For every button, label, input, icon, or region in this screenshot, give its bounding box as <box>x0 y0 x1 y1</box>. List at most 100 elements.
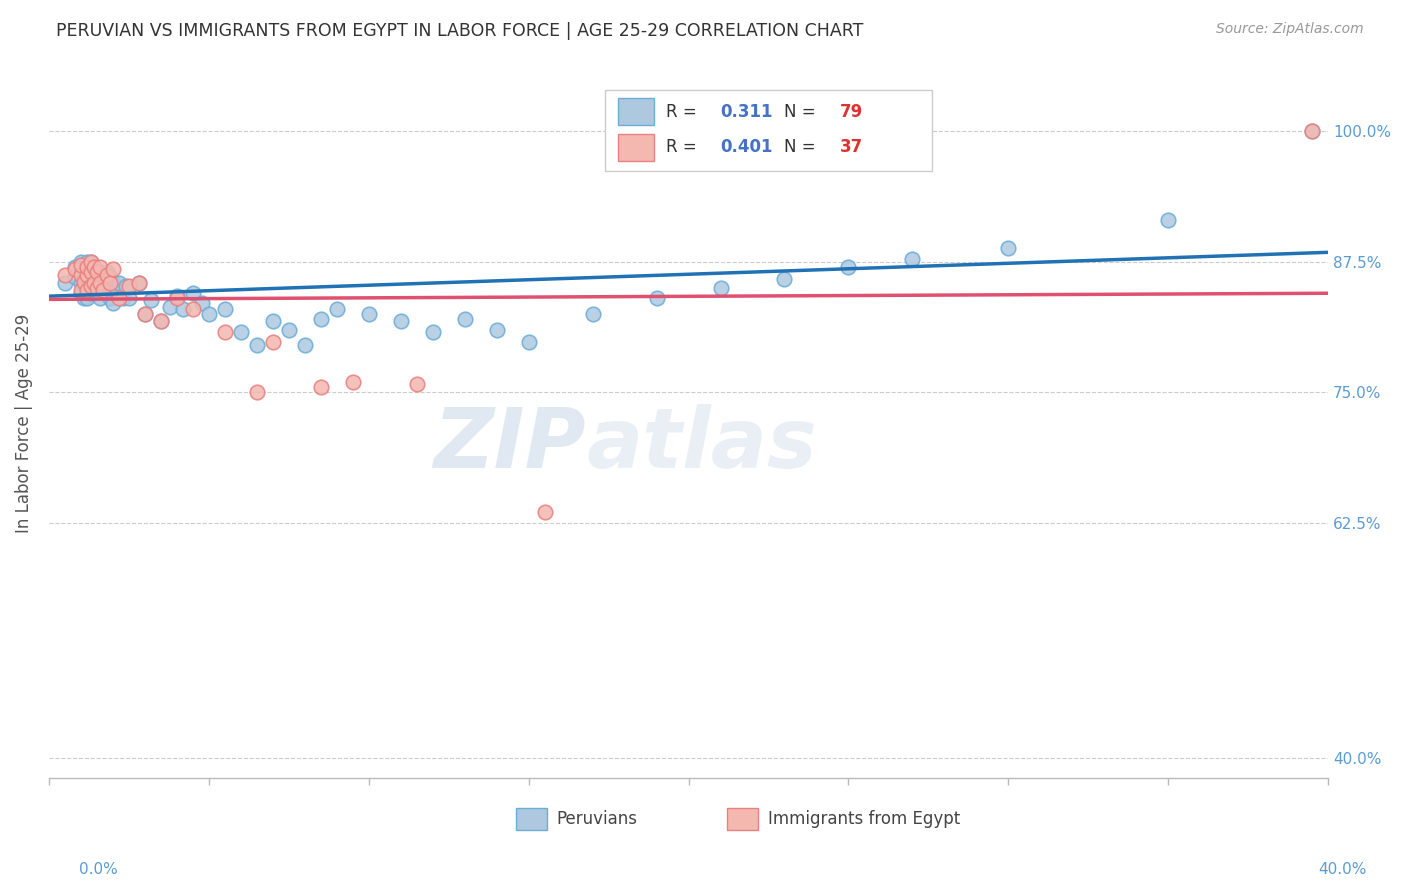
Text: Immigrants from Egypt: Immigrants from Egypt <box>768 810 960 828</box>
Text: 0.0%: 0.0% <box>79 863 118 877</box>
Text: 37: 37 <box>839 138 863 156</box>
Point <box>229 325 252 339</box>
Point <box>98 270 121 285</box>
Point <box>79 270 101 285</box>
Point <box>581 307 603 321</box>
Point <box>79 265 101 279</box>
Point <box>79 276 101 290</box>
Point <box>422 325 444 339</box>
Point <box>76 268 98 283</box>
Point <box>405 376 427 391</box>
Point <box>901 252 924 266</box>
Point <box>73 276 96 290</box>
Point <box>181 301 204 316</box>
Point <box>309 312 332 326</box>
Point <box>70 268 93 283</box>
Point <box>76 254 98 268</box>
Point <box>309 380 332 394</box>
Point <box>108 276 131 290</box>
Point <box>101 262 124 277</box>
Point <box>53 276 76 290</box>
Point <box>214 325 236 339</box>
Text: ZIP: ZIP <box>433 404 586 485</box>
Point <box>342 375 364 389</box>
Point <box>517 334 540 349</box>
Point <box>149 314 172 328</box>
FancyBboxPatch shape <box>606 90 932 171</box>
Point <box>277 322 299 336</box>
Point <box>83 260 105 274</box>
Point <box>837 260 859 274</box>
Point <box>76 281 98 295</box>
Point <box>98 276 121 290</box>
Point <box>70 285 93 300</box>
Point <box>114 278 136 293</box>
FancyBboxPatch shape <box>619 98 654 125</box>
Point <box>76 260 98 274</box>
Point <box>86 283 108 297</box>
Point <box>73 275 96 289</box>
Point <box>645 291 668 305</box>
Point <box>76 283 98 297</box>
Point <box>53 268 76 283</box>
Point <box>118 291 141 305</box>
Point <box>73 291 96 305</box>
Text: R =: R = <box>665 103 702 120</box>
Text: Source: ZipAtlas.com: Source: ZipAtlas.com <box>1216 22 1364 37</box>
Point <box>70 283 93 297</box>
Text: 0.311: 0.311 <box>720 103 773 120</box>
Point <box>96 268 118 283</box>
Point <box>454 312 477 326</box>
Point <box>294 338 316 352</box>
Point <box>533 505 555 519</box>
Point <box>89 260 111 274</box>
Text: R =: R = <box>665 138 702 156</box>
Point <box>389 314 412 328</box>
Point <box>79 254 101 268</box>
Point <box>246 385 269 400</box>
Point <box>1157 213 1180 227</box>
Point <box>1301 124 1323 138</box>
Point <box>357 307 380 321</box>
Point <box>63 270 86 285</box>
Point <box>159 300 181 314</box>
Point <box>79 254 101 268</box>
Point <box>181 285 204 300</box>
Point <box>89 278 111 293</box>
Point <box>70 254 93 268</box>
Point <box>70 265 93 279</box>
Point <box>86 281 108 295</box>
Point <box>214 301 236 316</box>
Point <box>89 265 111 279</box>
Point <box>191 296 214 310</box>
Point <box>262 334 284 349</box>
Point <box>73 265 96 279</box>
FancyBboxPatch shape <box>619 134 654 161</box>
Text: Peruvians: Peruvians <box>557 810 638 828</box>
Point <box>89 272 111 286</box>
Point <box>101 296 124 310</box>
Text: N =: N = <box>785 138 821 156</box>
Point <box>105 283 128 297</box>
Point <box>83 285 105 300</box>
Point <box>76 291 98 305</box>
Point <box>773 272 796 286</box>
Point <box>149 314 172 328</box>
Point <box>79 285 101 300</box>
Point <box>118 278 141 293</box>
Text: 79: 79 <box>839 103 863 120</box>
Point <box>83 270 105 285</box>
Point <box>262 314 284 328</box>
Point <box>709 281 731 295</box>
Point <box>111 291 134 305</box>
Point <box>79 260 101 274</box>
Point <box>83 260 105 274</box>
Point <box>83 276 105 290</box>
Point <box>91 283 114 297</box>
Point <box>128 276 150 290</box>
Point <box>166 289 188 303</box>
Point <box>166 291 188 305</box>
Point <box>1301 124 1323 138</box>
Point <box>91 283 114 297</box>
Point <box>134 307 156 321</box>
